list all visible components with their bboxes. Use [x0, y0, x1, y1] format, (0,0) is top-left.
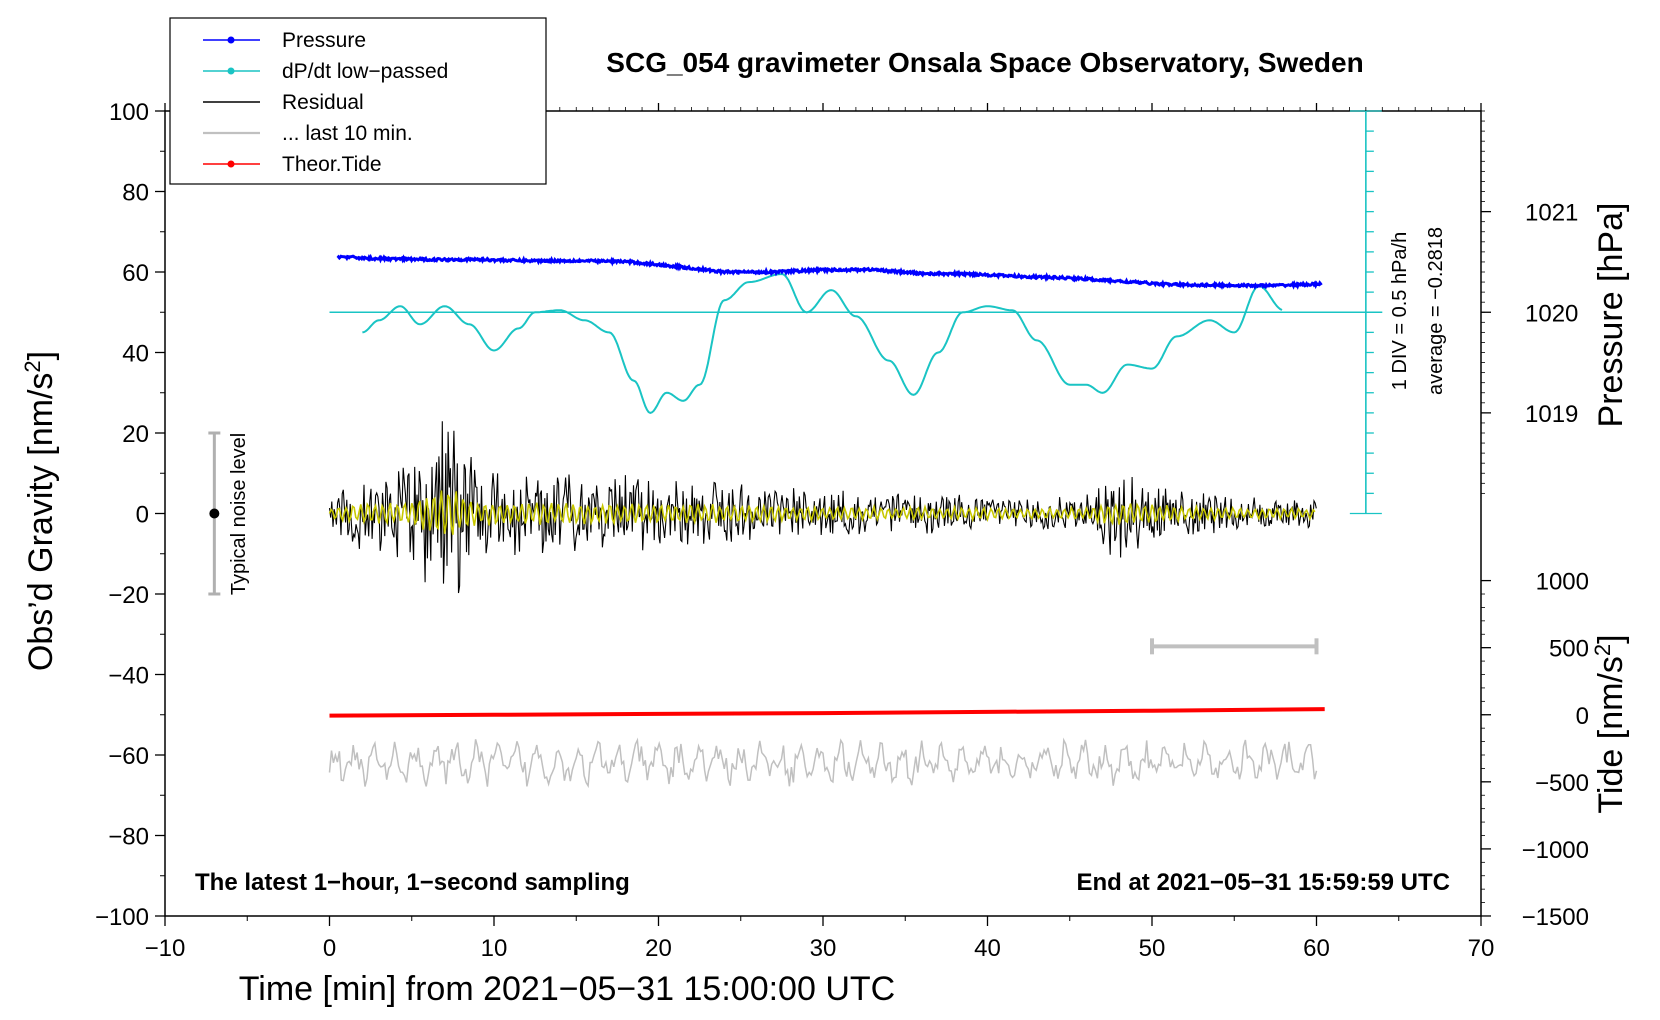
chart-title: SCG_054 gravimeter Onsala Space Observat…: [606, 47, 1363, 78]
dpdt-scale-div-label: 1 DIV = 0.5 hPa/h: [1389, 232, 1411, 390]
legend-swatch-marker: [227, 36, 235, 44]
y-tick-label: 80: [122, 180, 149, 207]
legend-label: dP/dt low−passed: [282, 60, 448, 83]
x-tick-label: 70: [1468, 935, 1495, 962]
pressure-tick-label: 1021: [1525, 200, 1578, 227]
y-tick-label: −20: [108, 582, 149, 609]
legend-label: ... last 10 min.: [282, 122, 413, 145]
residual-line: [328, 421, 1317, 594]
tide-tick-label: −1500: [1522, 904, 1589, 931]
last-10-min-line: [328, 737, 1318, 789]
legend-label: Pressure: [282, 29, 366, 52]
x-tick-label: 10: [481, 935, 508, 962]
legend: Pressure dP/dt low−passed Residual ... last…: [169, 17, 547, 185]
x-tick-label: 30: [810, 935, 837, 962]
dpdt-line: [362, 272, 1283, 414]
x-tick-label: 0: [323, 935, 336, 962]
tide-tick-label: −1000: [1522, 837, 1589, 864]
x-tick-label: 50: [1139, 935, 1166, 962]
tide-tick-label: 500: [1549, 636, 1589, 663]
y-axis-title-tide: Tide [nm/s2]: [1590, 634, 1631, 813]
x-axis-title: Time [min] from 2021−05−31 15:00:00 UTC: [239, 970, 895, 1008]
tide-tick-label: 0: [1576, 703, 1589, 730]
pressure-tick-label: 1019: [1525, 401, 1578, 428]
x-tick-label: 60: [1303, 935, 1330, 962]
y-tick-label: −40: [108, 663, 149, 690]
plot-series: [328, 253, 1325, 789]
legend-swatch-marker: [227, 67, 235, 75]
y-tick-label: 20: [122, 421, 149, 448]
pressure-line: [336, 253, 1323, 291]
y-tick-label: 40: [122, 341, 149, 368]
end-time-note: End at 2021−05−31 15:59:59 UTC: [1076, 869, 1450, 896]
y-axis-title-gravity: Obs’d Gravity [nm/s2]: [20, 351, 61, 671]
x-tick-label: −10: [145, 935, 186, 962]
x-tick-label: 40: [974, 935, 1001, 962]
x-tick-label: 20: [645, 935, 672, 962]
sampling-note: The latest 1−hour, 1−second sampling: [195, 869, 630, 896]
y-tick-label: −80: [108, 824, 149, 851]
pressure-tick-label: 1020: [1525, 300, 1578, 327]
axis-ticks: −10 0 10 20 30 40 50 60 70−100−80−60−40−20020406…: [95, 99, 1589, 962]
y-tick-label: −100: [95, 904, 149, 931]
smoothed-residual-line: [328, 490, 1316, 535]
dpdt-average-label: average = −0.2818: [1425, 227, 1447, 395]
legend-box: [169, 17, 547, 185]
y-axis-title-pressure: Pressure [hPa]: [1592, 203, 1630, 428]
legend-label: Residual: [282, 91, 364, 114]
y-tick-label: 100: [109, 99, 149, 126]
legend-label: Theor.Tide: [282, 153, 382, 176]
y-tick-label: 60: [122, 260, 149, 287]
y-tick-label: 0: [136, 502, 149, 529]
y-tick-label: −60: [108, 743, 149, 770]
tide-tick-label: −500: [1535, 770, 1589, 797]
noise-level-label: Typical noise level: [228, 433, 250, 595]
tide-tick-label: 1000: [1536, 569, 1589, 596]
theor-tide-line: [329, 707, 1325, 718]
noise-bar-center: [209, 508, 220, 519]
legend-swatch-marker: [227, 160, 235, 168]
annotations: [208, 110, 1383, 655]
